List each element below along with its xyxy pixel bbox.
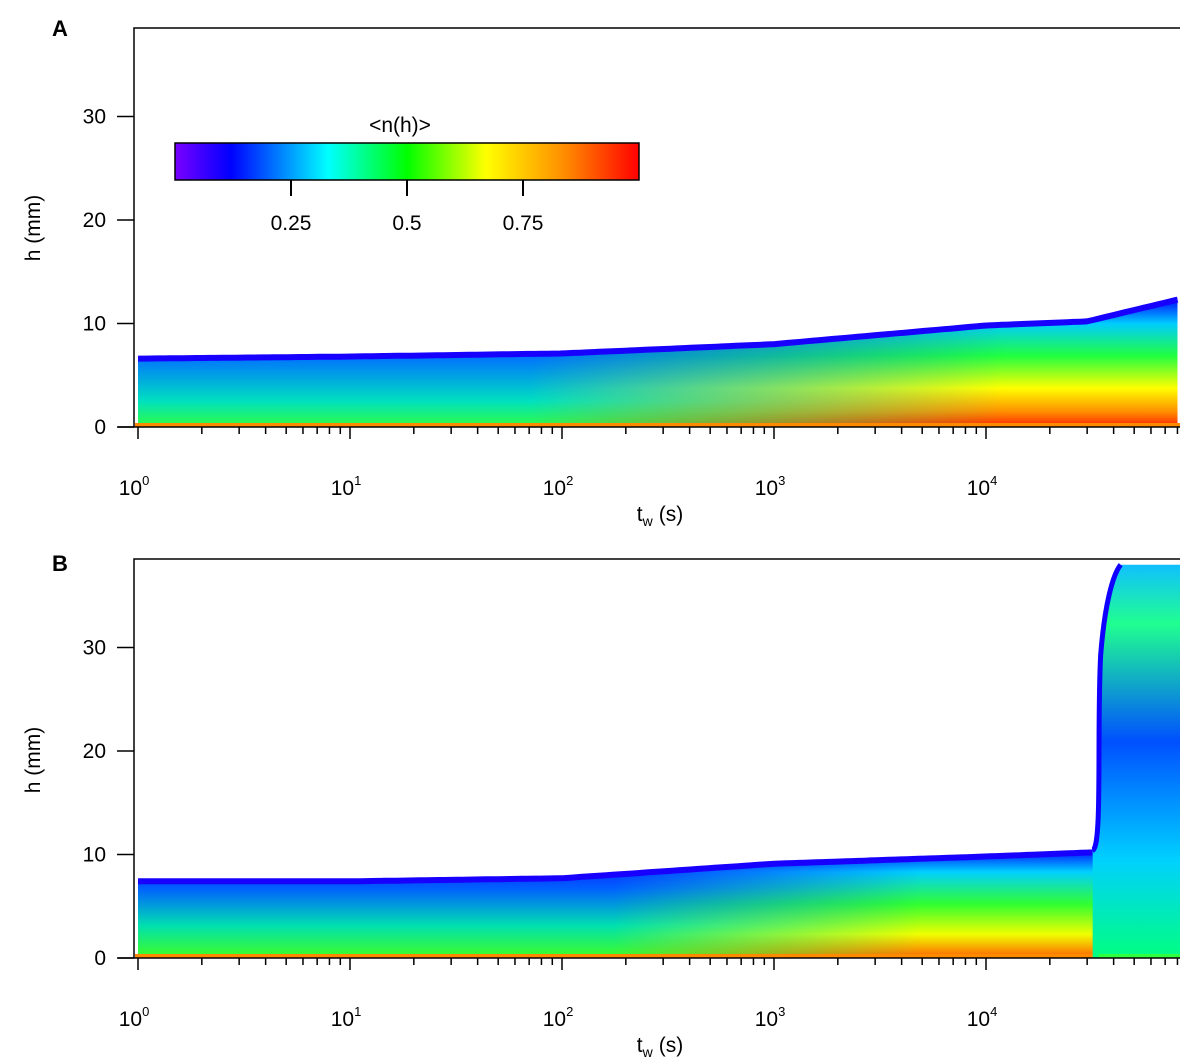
eruption-bottom: [1098, 954, 1180, 958]
x-tick-exponent: 2: [566, 473, 573, 488]
x-tick-exponent: 3: [778, 1004, 785, 1019]
x-tick-label: 102: [543, 1004, 574, 1031]
axes-frame-b: [133, 558, 1180, 958]
y-tick-label: 30: [83, 637, 106, 660]
x-tick-exponent: 1: [354, 473, 361, 488]
panel-label-a: A: [52, 16, 68, 41]
panel-label-b: B: [52, 551, 68, 576]
x-ticks-a: 100 101 102 103 104: [119, 427, 1179, 500]
colorbar: <n(h)> 0.25 0.5 0.75: [174, 114, 640, 235]
y-tick-label: 10: [83, 844, 106, 867]
eruption-column: [1092, 564, 1180, 958]
density-region-early: [138, 850, 1099, 958]
axes-frame-a: [133, 27, 1180, 427]
y-tick-label: 20: [83, 209, 106, 232]
x-tick-label: 102: [543, 473, 574, 500]
surface-rim: [138, 296, 1179, 362]
x-tick-base: 10: [755, 1008, 778, 1031]
heatmap-b: [135, 563, 1180, 958]
x-tick-base: 10: [331, 1008, 354, 1031]
bottom-layer: [135, 954, 1180, 958]
x-tick-label: 103: [755, 1004, 786, 1031]
heatmap-a: [135, 296, 1180, 427]
y-tick-label: 20: [83, 740, 106, 763]
x-axis-title-a: tw (s): [637, 503, 683, 529]
eruption-edge: [1090, 563, 1123, 853]
colorbar-tick-label: 0.5: [392, 212, 421, 235]
x-tick-base: 10: [543, 1008, 566, 1031]
y-ticks-a: 0 10 20 30: [83, 106, 134, 439]
y-tick-label: 0: [94, 416, 106, 439]
x-tick-base: 10: [119, 477, 142, 500]
x-tick-exponent: 3: [778, 473, 785, 488]
x-tick-label: 101: [331, 473, 362, 500]
y-tick-label: 10: [83, 313, 106, 336]
x-axis-title-main-b: t: [637, 1034, 643, 1057]
x-axis-title-unit-a: (s): [659, 503, 684, 526]
y-axis-title-a: h (mm): [22, 195, 45, 262]
x-tick-exponent: 0: [142, 473, 149, 488]
x-tick-exponent: 4: [990, 1004, 997, 1019]
x-tick-label: 104: [967, 473, 998, 500]
y-ticks-b: 0 10 20 30: [83, 637, 134, 970]
colorbar-tick-label: 0.75: [503, 212, 544, 235]
x-tick-label: 104: [967, 1004, 998, 1031]
colorbar-title: <n(h)>: [369, 114, 431, 137]
x-axis-title-b: tw (s): [637, 1034, 683, 1059]
x-tick-exponent: 4: [990, 473, 997, 488]
x-axis-title-sub-b: w: [642, 1044, 654, 1059]
x-tick-base: 10: [119, 1008, 142, 1031]
density-region-early: [138, 297, 1178, 427]
x-tick-base: 10: [543, 477, 566, 500]
y-tick-label: 30: [83, 106, 106, 129]
x-tick-exponent: 2: [566, 1004, 573, 1019]
x-ticks-b: 100 101 102 103 104: [119, 958, 1179, 1031]
colorbar-tick-label: 0.25: [271, 212, 312, 235]
x-axis-title-unit-b: (s): [659, 1034, 684, 1057]
y-tick-label: 0: [94, 947, 106, 970]
x-axis-title-main-a: t: [637, 503, 643, 526]
x-tick-label: 100: [119, 473, 150, 500]
bottom-layer: [135, 423, 1180, 427]
x-tick-base: 10: [967, 477, 990, 500]
colorbar-gradient: [174, 142, 640, 181]
y-axis-title-b: h (mm): [22, 727, 45, 794]
x-tick-label: 100: [119, 1004, 150, 1031]
x-tick-base: 10: [331, 477, 354, 500]
x-tick-base: 10: [755, 477, 778, 500]
surface-rim: [138, 849, 1099, 885]
x-tick-label: 103: [755, 473, 786, 500]
x-axis-title-sub-a: w: [642, 513, 654, 529]
x-tick-exponent: 0: [142, 1004, 149, 1019]
x-tick-base: 10: [967, 1008, 990, 1031]
colorbar-ticks: 0.25 0.5 0.75: [271, 180, 544, 235]
x-tick-exponent: 1: [354, 1004, 361, 1019]
x-tick-label: 101: [331, 1004, 362, 1031]
